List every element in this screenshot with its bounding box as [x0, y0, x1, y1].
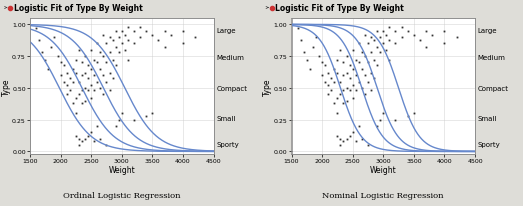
Text: Ordinal Logistic Regression: Ordinal Logistic Regression	[63, 191, 180, 199]
Y-axis label: Type: Type	[263, 78, 272, 95]
Y-axis label: Type: Type	[2, 78, 10, 95]
FancyArrowPatch shape	[5, 7, 7, 9]
FancyArrowPatch shape	[266, 7, 268, 9]
Text: Logistic Fit of Type By Weight: Logistic Fit of Type By Weight	[14, 4, 143, 13]
Text: Logistic Fit of Type By Weight: Logistic Fit of Type By Weight	[276, 4, 404, 13]
X-axis label: Weight: Weight	[108, 165, 135, 174]
X-axis label: Weight: Weight	[370, 165, 396, 174]
Text: Nominal Logistic Regression: Nominal Logistic Regression	[323, 191, 444, 199]
